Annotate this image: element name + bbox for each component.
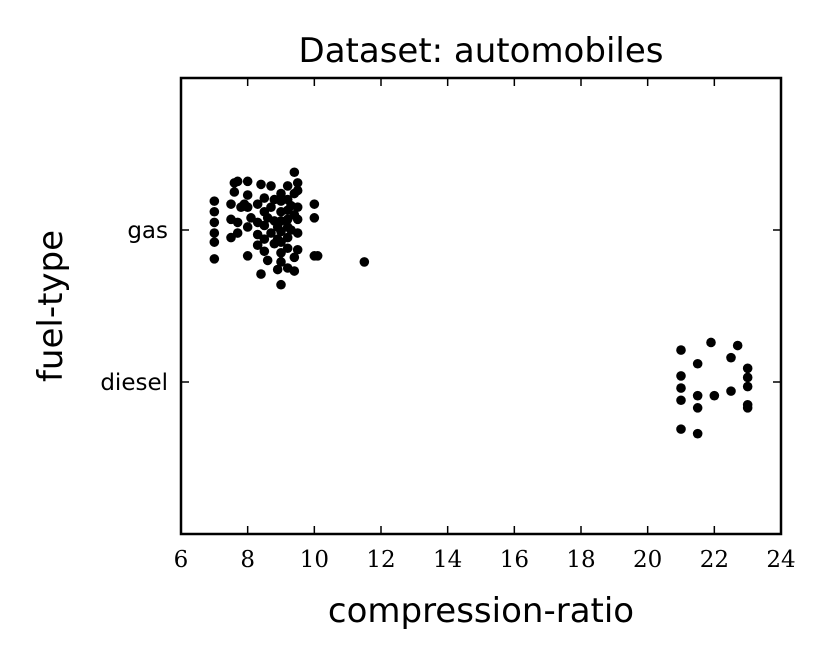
data-point-gas [232, 228, 243, 238]
data-point-diesel [676, 371, 686, 381]
data-point-gas [256, 179, 266, 190]
data-point-gas [242, 202, 253, 212]
data-point-diesel [709, 390, 720, 401]
data-point-gas [272, 264, 283, 275]
chart-title: Dataset: automobiles [299, 31, 664, 71]
data-point-gas [259, 234, 270, 244]
data-point-gas [289, 167, 300, 178]
data-point-gas [242, 176, 253, 187]
data-point-gas [259, 220, 270, 231]
data-point-gas [242, 190, 253, 200]
data-point-gas [242, 222, 253, 232]
x-tick-label: 20 [633, 547, 662, 573]
data-point-gas [209, 206, 220, 217]
data-point-gas [292, 178, 303, 188]
data-point-gas [232, 217, 243, 228]
x-tick-label: 14 [433, 547, 462, 573]
data-point-diesel [706, 337, 716, 348]
data-point-diesel [692, 358, 703, 369]
data-point-diesel [692, 428, 703, 439]
data-point-diesel [732, 340, 743, 351]
data-point-gas [292, 228, 303, 238]
x-tick-label: 6 [174, 547, 189, 573]
data-point-diesel [726, 352, 736, 363]
data-point-diesel [676, 345, 686, 355]
data-point-gas [292, 185, 303, 196]
data-point-gas [259, 193, 270, 203]
x-tick-label: 12 [366, 547, 395, 573]
data-point-gas [209, 228, 220, 238]
data-point-gas [209, 237, 220, 247]
y-tick-label-gas: gas [127, 218, 168, 244]
data-point-diesel [692, 390, 703, 401]
x-axis-ticks: 6 8 10 12 14 16 18 20 22 24 [174, 78, 796, 573]
data-point-gas [276, 188, 286, 199]
data-point-gas [282, 243, 293, 254]
x-tick-label: 16 [500, 547, 529, 573]
data-point-diesel [676, 424, 686, 434]
data-point-gas [309, 199, 320, 209]
data-point-diesel [676, 383, 686, 393]
data-point-gas [276, 279, 286, 290]
data-point-gas [282, 181, 293, 191]
plot-frame [179, 76, 783, 536]
data-point-gas [309, 213, 320, 223]
data-point-gas [256, 269, 266, 279]
data-point-gas [262, 255, 273, 266]
data-point-diesel [692, 403, 703, 413]
data-point-gas [209, 254, 220, 264]
data-point-gas [232, 176, 243, 187]
data-point-diesel [742, 381, 753, 392]
data-point-gas [292, 214, 303, 225]
data-point-gas [266, 181, 276, 191]
data-point-gas [266, 202, 276, 212]
data-point-gas [229, 187, 240, 197]
data-point-gas [226, 199, 236, 209]
data-point-gas [312, 251, 323, 261]
data-point-gas [252, 199, 263, 209]
data-point-diesel [742, 403, 753, 413]
data-point-gas [289, 252, 300, 263]
data-point-gas [266, 228, 276, 238]
x-tick-label: 8 [240, 547, 255, 573]
data-point-gas [292, 244, 303, 255]
data-point-gas [242, 251, 253, 261]
x-tick-label: 22 [700, 547, 729, 573]
x-tick-label: 24 [766, 547, 795, 573]
y-axis-label: fuel-type [31, 230, 71, 382]
data-point-diesel [742, 372, 753, 383]
data-point-gas [282, 232, 293, 243]
data-point-gas [209, 217, 220, 228]
data-point-gas [289, 266, 300, 276]
data-point-gas [209, 196, 220, 206]
x-tick-label: 18 [566, 547, 595, 573]
y-axis-ticks: gas diesel [100, 218, 781, 396]
data-point-gas [359, 257, 370, 267]
data-point-gas [252, 240, 263, 250]
data-point-gas [259, 246, 270, 257]
data-point-diesel [742, 363, 753, 374]
y-tick-label-diesel: diesel [100, 370, 168, 396]
data-point-gas [276, 257, 286, 267]
data-point-diesel [726, 386, 736, 396]
x-tick-label: 10 [300, 547, 329, 573]
x-axis-label: compression-ratio [328, 591, 634, 631]
data-point-gas [292, 202, 303, 212]
data-point-diesel [676, 395, 686, 406]
points-layer [209, 167, 753, 439]
